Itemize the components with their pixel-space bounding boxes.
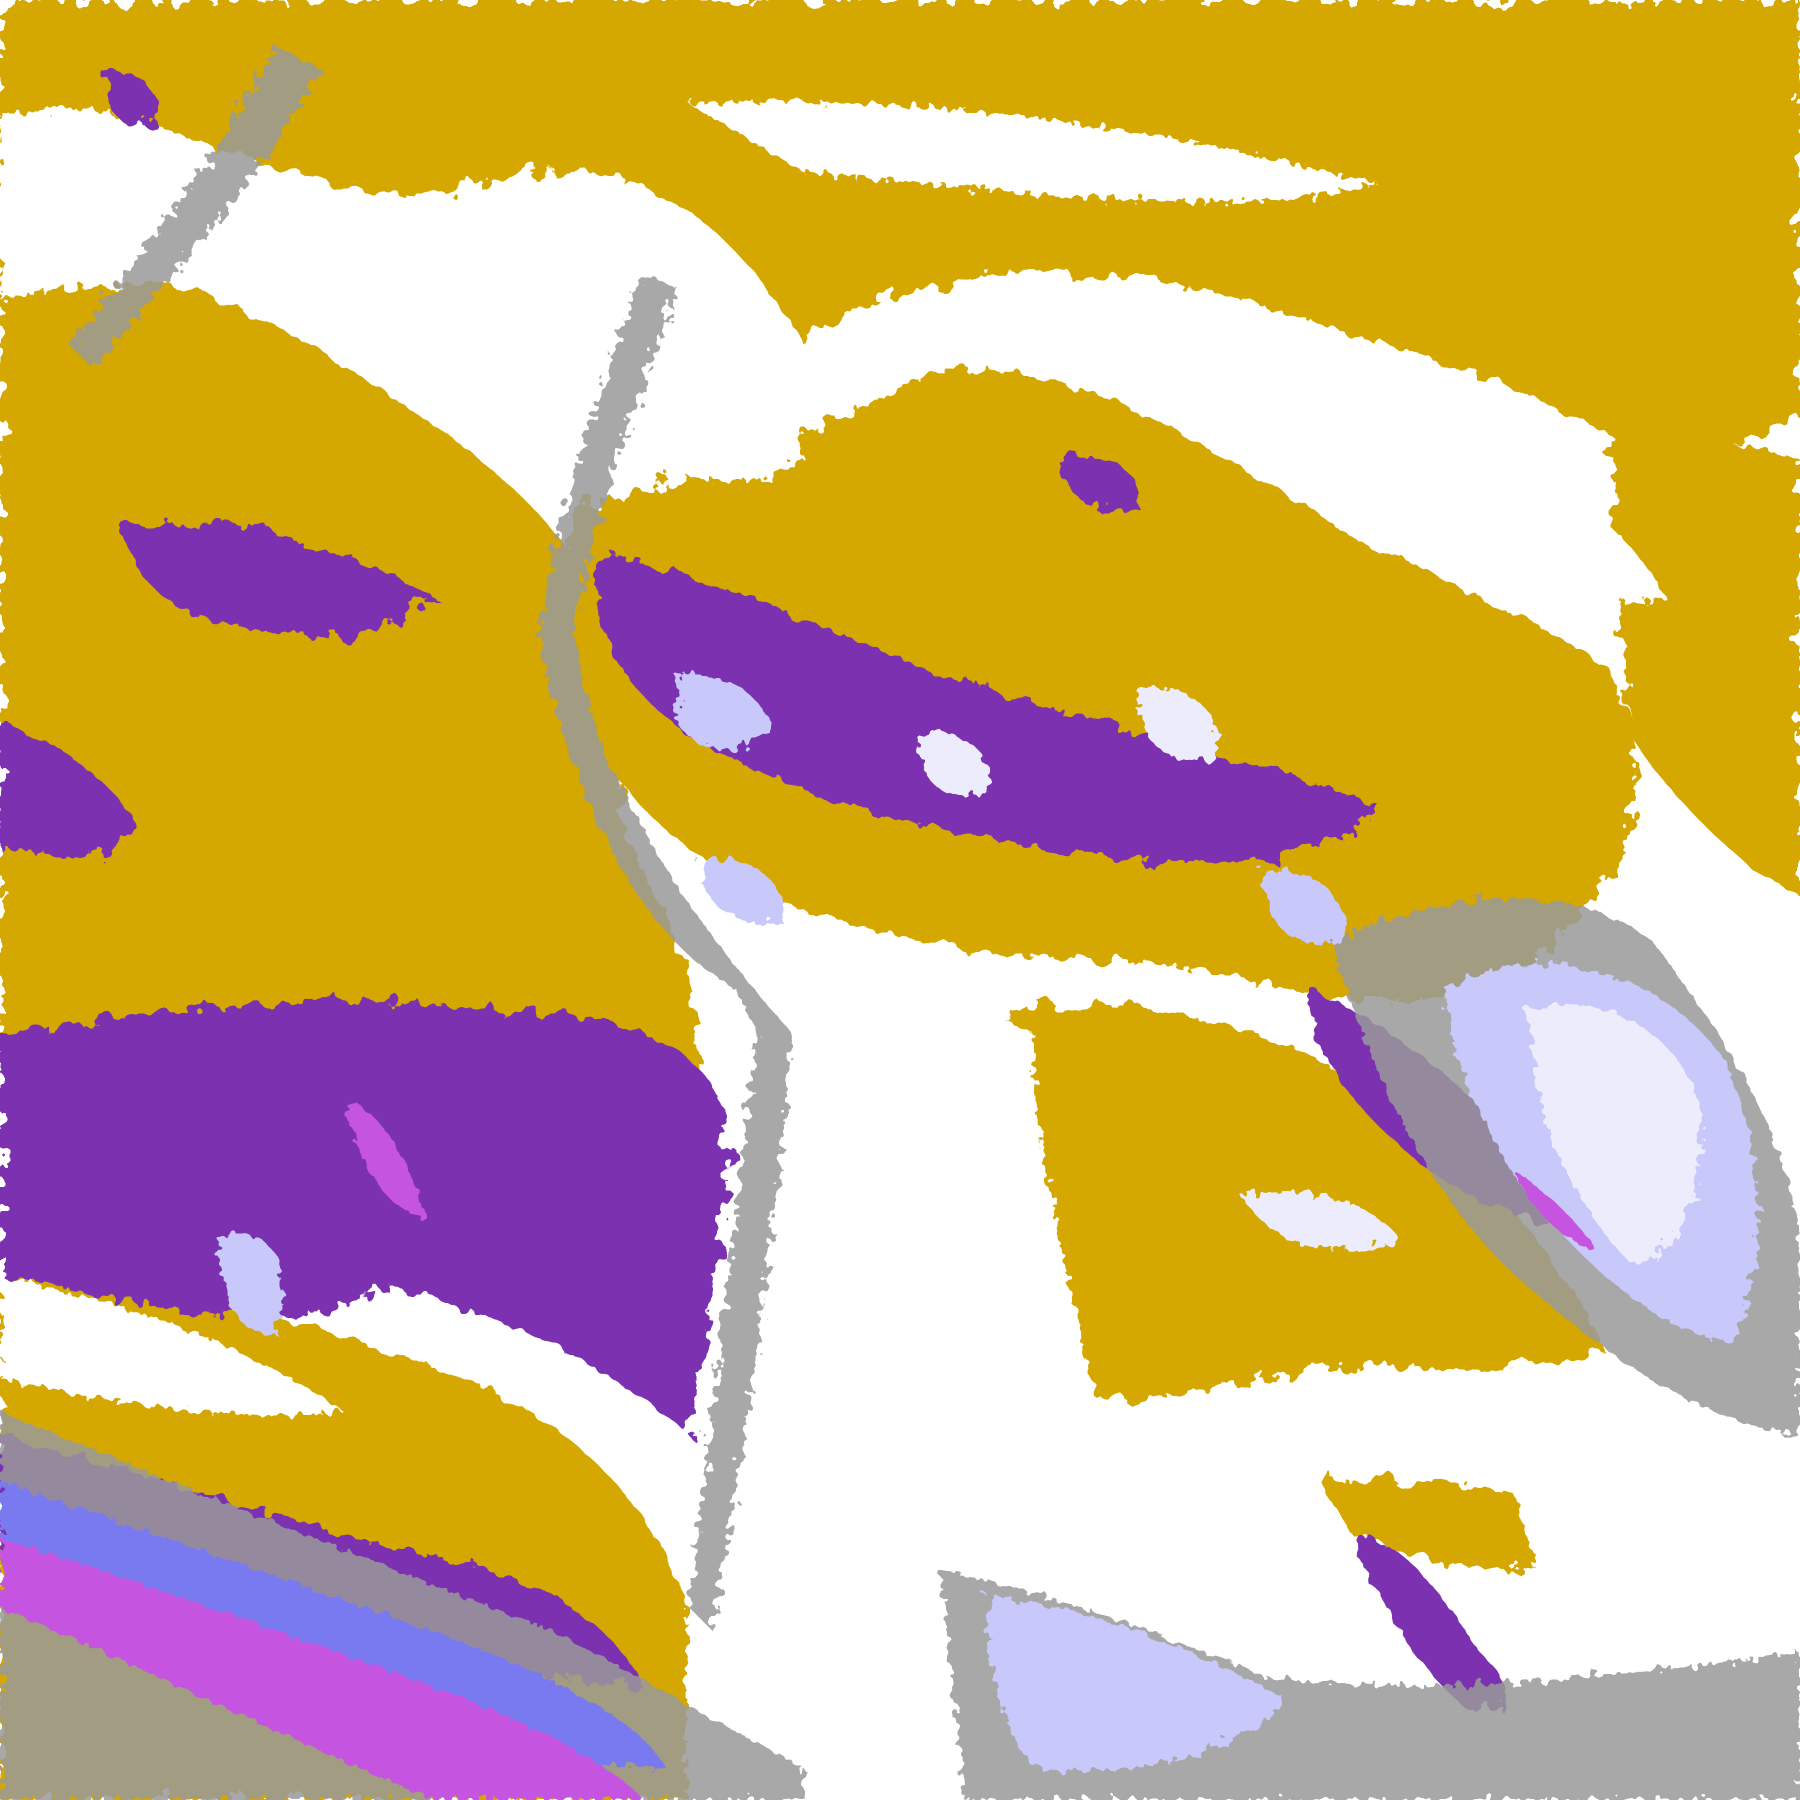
pale-cluster-central-3 <box>1136 686 1219 761</box>
purple-spot-northwest <box>102 68 159 127</box>
purple-spot-north <box>1056 456 1139 510</box>
purple-region-ocean-west <box>0 1000 727 1435</box>
gold-region-north <box>0 0 1800 448</box>
clear-gap-strip <box>688 101 1378 202</box>
purple-region-south-lake <box>1354 1538 1506 1711</box>
gold-region-central <box>564 369 1637 1001</box>
lavender-cluster-central-5 <box>700 858 783 922</box>
gold-region-west <box>0 252 698 1148</box>
lavender-region-south-coast <box>987 1595 1286 1771</box>
deep-convection-layer <box>0 674 1758 1800</box>
gray-region-southwest-coast <box>0 1411 804 1800</box>
blue-region-southwest <box>0 1480 666 1768</box>
gray-band-andes <box>539 275 793 1631</box>
purple-region-northwest <box>126 521 437 635</box>
purple-region-west-mid <box>0 723 138 856</box>
pale-cluster-southeast-6 <box>1239 1190 1401 1251</box>
pale-cluster-central-2 <box>918 732 990 797</box>
clear-gap-northeast <box>1256 367 1665 604</box>
magenta-patch-southeast <box>1515 1170 1596 1252</box>
clear-gap-west <box>0 1274 345 1416</box>
purple-region-central <box>594 551 1378 864</box>
pale-core-southeast <box>1526 1004 1702 1263</box>
magenta-region-southwest <box>0 1538 643 1800</box>
lavender-patch-ocean <box>218 1233 283 1334</box>
clear-gap-south-land <box>686 941 1416 1800</box>
gray-band-andes-north <box>68 45 322 368</box>
lavender-cluster-central-1 <box>677 674 770 750</box>
magenta-patch-ocean <box>344 1102 425 1217</box>
lavender-cluster-central-4 <box>1262 870 1345 945</box>
clear-gap-north <box>0 108 299 299</box>
gold-region-east <box>1607 413 1800 896</box>
